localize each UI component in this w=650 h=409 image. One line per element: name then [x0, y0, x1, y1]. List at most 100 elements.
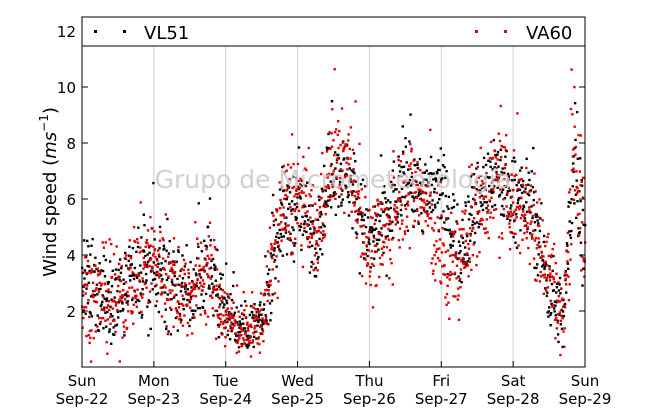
- data-point: [338, 180, 342, 184]
- data-point: [235, 284, 239, 287]
- data-point: [572, 170, 575, 173]
- data-point: [394, 223, 397, 226]
- data-point: [226, 292, 229, 296]
- data-point: [423, 201, 426, 204]
- data-point: [202, 265, 205, 269]
- data-point: [213, 268, 217, 271]
- data-point: [168, 239, 171, 243]
- data-point: [369, 270, 372, 273]
- data-point: [203, 269, 206, 272]
- data-point: [285, 224, 288, 228]
- data-point: [446, 249, 450, 252]
- data-point: [400, 222, 404, 225]
- data-point: [488, 199, 491, 202]
- data-point: [318, 226, 321, 229]
- data-point: [266, 272, 270, 276]
- data-point: [488, 157, 492, 160]
- data-point: [310, 260, 313, 264]
- data-point: [442, 210, 445, 213]
- data-point: [410, 171, 414, 175]
- data-point: [163, 302, 167, 305]
- data-point: [320, 187, 324, 190]
- data-point: [364, 282, 368, 285]
- data-point: [560, 327, 564, 330]
- data-point: [266, 250, 270, 253]
- data-point: [191, 332, 194, 335]
- data-point: [378, 202, 381, 205]
- data-point: [343, 211, 346, 215]
- data-point: [477, 210, 481, 213]
- data-point: [578, 231, 581, 234]
- data-point: [189, 306, 192, 309]
- data-point: [441, 242, 445, 245]
- data-point: [120, 267, 123, 270]
- data-point: [130, 312, 133, 315]
- data-point: [354, 100, 357, 103]
- data-point: [582, 176, 585, 179]
- data-point: [128, 286, 131, 289]
- data-point: [507, 186, 511, 190]
- data-point: [285, 253, 289, 256]
- data-point: [506, 190, 509, 193]
- data-point: [275, 265, 278, 268]
- data-point: [320, 239, 324, 242]
- data-point: [106, 282, 110, 285]
- data-point: [544, 289, 548, 292]
- data-point: [134, 273, 138, 277]
- data-point: [511, 188, 514, 192]
- legend-va60-label: VA60: [526, 23, 572, 44]
- data-point: [367, 236, 370, 239]
- data-point: [538, 280, 542, 283]
- data-point: [505, 193, 509, 196]
- data-point: [397, 239, 401, 242]
- data-point: [162, 244, 166, 247]
- data-point: [310, 189, 313, 192]
- data-point: [271, 293, 274, 296]
- data-point: [227, 295, 230, 298]
- data-point: [247, 334, 250, 338]
- data-point: [339, 162, 343, 165]
- data-point: [195, 284, 198, 288]
- data-point: [137, 274, 141, 277]
- data-point: [351, 148, 355, 152]
- data-point: [551, 303, 555, 307]
- data-point: [109, 322, 112, 325]
- data-point: [242, 337, 245, 340]
- data-point: [221, 333, 224, 336]
- data-point: [364, 196, 367, 199]
- data-point: [201, 306, 205, 309]
- data-point: [450, 272, 454, 276]
- data-point: [415, 184, 418, 187]
- data-point: [237, 350, 241, 353]
- data-point: [476, 212, 480, 215]
- data-point: [522, 214, 525, 218]
- data-point: [417, 220, 420, 223]
- data-point: [98, 316, 101, 320]
- data-point: [498, 174, 501, 177]
- data-point: [84, 256, 87, 259]
- data-point: [474, 193, 477, 196]
- data-point: [87, 281, 90, 284]
- data-point: [219, 272, 222, 275]
- data-point: [527, 183, 530, 186]
- data-point: [212, 286, 215, 290]
- data-point: [282, 235, 286, 238]
- x-tick-label-day: Mon: [138, 372, 170, 390]
- data-point: [131, 296, 135, 300]
- data-point: [568, 220, 571, 223]
- data-point: [358, 272, 361, 275]
- data-point: [174, 261, 177, 264]
- data-point: [496, 151, 500, 154]
- data-point: [417, 222, 420, 225]
- data-point: [490, 181, 494, 184]
- data-point: [130, 310, 133, 313]
- data-point: [260, 319, 264, 322]
- data-point: [330, 163, 333, 166]
- data-point: [433, 244, 436, 247]
- data-point: [125, 264, 128, 267]
- data-point: [445, 292, 449, 296]
- data-point: [259, 301, 262, 304]
- data-point: [228, 318, 231, 321]
- data-point: [540, 250, 543, 254]
- data-point: [151, 288, 154, 291]
